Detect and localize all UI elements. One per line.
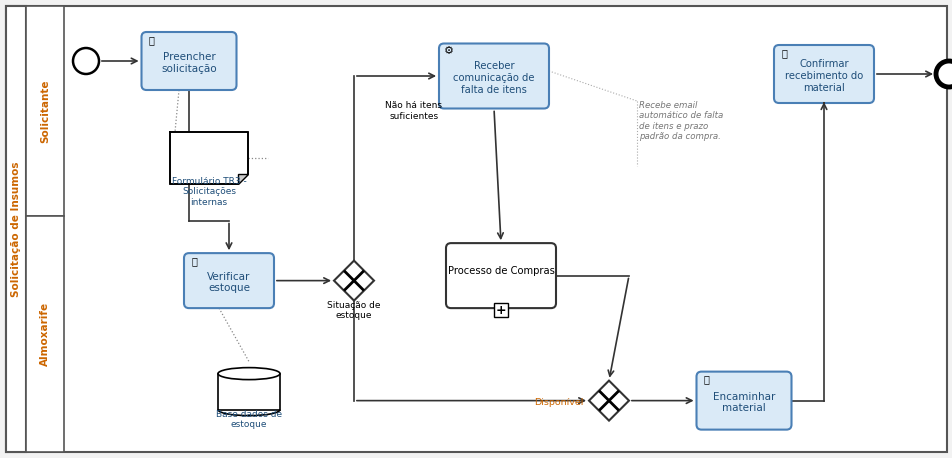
Text: Solicitante: Solicitante xyxy=(40,79,50,142)
Text: Confirmar
recebimento do
material: Confirmar recebimento do material xyxy=(784,60,863,93)
Text: 👤: 👤 xyxy=(149,35,154,45)
Bar xyxy=(493,303,507,317)
Polygon shape xyxy=(238,174,248,184)
Text: Solicitação de Insumos: Solicitação de Insumos xyxy=(11,161,21,297)
Text: 👤: 👤 xyxy=(703,375,708,385)
Text: Preencher
solicitação: Preencher solicitação xyxy=(161,52,217,74)
Text: Não há itens
suficientes: Não há itens suficientes xyxy=(386,101,442,121)
Polygon shape xyxy=(588,381,628,420)
Text: 👤: 👤 xyxy=(190,256,197,266)
Circle shape xyxy=(935,61,952,87)
Text: +: + xyxy=(495,304,506,316)
FancyBboxPatch shape xyxy=(141,32,236,90)
Text: Processo de Compras: Processo de Compras xyxy=(447,266,554,276)
FancyBboxPatch shape xyxy=(446,243,555,308)
FancyBboxPatch shape xyxy=(773,45,873,103)
FancyBboxPatch shape xyxy=(439,44,548,109)
Text: 👤: 👤 xyxy=(781,48,786,58)
Text: Situação de
estoque: Situação de estoque xyxy=(327,301,381,320)
Circle shape xyxy=(73,48,99,74)
FancyBboxPatch shape xyxy=(184,253,274,308)
Text: Receber
comunicação de
falta de itens: Receber comunicação de falta de itens xyxy=(453,61,534,95)
Bar xyxy=(218,374,280,409)
Text: Formulário TR3 -
Solicitações
internas: Formulário TR3 - Solicitações internas xyxy=(171,177,247,207)
Polygon shape xyxy=(333,261,373,300)
FancyBboxPatch shape xyxy=(696,371,791,430)
Polygon shape xyxy=(169,132,248,184)
Text: Base dados de
estoque: Base dados de estoque xyxy=(216,410,282,429)
Bar xyxy=(6,6,26,452)
Bar xyxy=(26,216,64,452)
Text: Recebe email
automático de falta
de itens e prazo
padrão da compra.: Recebe email automático de falta de iten… xyxy=(639,101,723,141)
Ellipse shape xyxy=(218,368,280,380)
Text: Verificar
estoque: Verificar estoque xyxy=(208,272,250,294)
Text: ⚙: ⚙ xyxy=(444,47,453,56)
Text: Encaminhar
material: Encaminhar material xyxy=(712,392,774,414)
Text: Disponível: Disponível xyxy=(534,398,583,407)
Text: Almoxarife: Almoxarife xyxy=(40,302,50,366)
Bar xyxy=(26,6,64,216)
